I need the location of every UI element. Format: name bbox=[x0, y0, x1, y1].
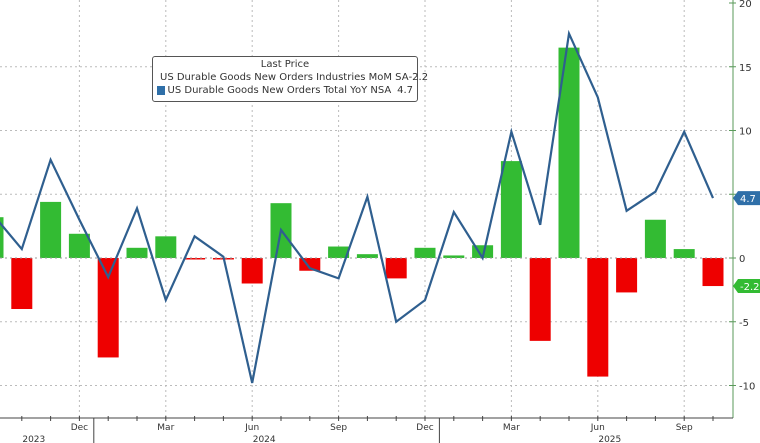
y-tick-label: 0 bbox=[739, 254, 745, 265]
bar bbox=[97, 258, 119, 358]
x-tick-label: Mar bbox=[157, 423, 174, 433]
y-tick-label: 10 bbox=[739, 127, 752, 138]
year-label: 2024 bbox=[253, 435, 276, 443]
y-tick-label: -10 bbox=[739, 382, 755, 393]
x-tick-label: Sep bbox=[330, 423, 347, 433]
legend-value: 4.7 bbox=[397, 85, 413, 96]
bar bbox=[558, 47, 580, 258]
legend-label: US Durable Goods New Orders Industries M… bbox=[160, 72, 409, 83]
last-value-badge-line bbox=[733, 191, 760, 206]
x-tick-label: Jun bbox=[590, 423, 605, 433]
bar bbox=[673, 249, 695, 258]
y-tick-label: 15 bbox=[739, 63, 752, 74]
legend-item-bar: US Durable Goods New Orders Industries M… bbox=[157, 71, 428, 84]
x-tick-label: Dec bbox=[71, 423, 88, 433]
x-tick-label: Sep bbox=[676, 423, 693, 433]
legend-swatch-blue bbox=[157, 86, 165, 95]
legend: Last Price US Durable Goods New Orders I… bbox=[152, 56, 428, 102]
last-value-badge-line-text: 4.7 bbox=[740, 194, 756, 205]
bar bbox=[11, 258, 33, 309]
legend-value: -2.2 bbox=[408, 72, 429, 83]
bar bbox=[184, 258, 206, 260]
last-value-badge-bar bbox=[733, 279, 760, 294]
y-tick-label: 20 bbox=[739, 0, 752, 10]
y-tick-label: -5 bbox=[739, 318, 749, 329]
year-label: 2023 bbox=[22, 435, 45, 443]
legend-label: US Durable Goods New Orders Total YoY NS… bbox=[167, 85, 392, 96]
bar bbox=[414, 247, 436, 258]
bar bbox=[241, 258, 263, 284]
bar bbox=[0, 217, 4, 258]
last-value-badge-bar-text: -2.2 bbox=[740, 282, 760, 293]
bar bbox=[616, 258, 638, 293]
bar bbox=[500, 161, 522, 258]
x-tick-label: Dec bbox=[416, 423, 433, 433]
bar bbox=[328, 246, 350, 258]
bar bbox=[68, 233, 90, 258]
year-label: 2025 bbox=[598, 435, 621, 443]
line-series bbox=[0, 29, 715, 384]
bar bbox=[529, 258, 551, 341]
bar bbox=[356, 254, 378, 258]
bar bbox=[443, 255, 465, 258]
x-tick-label: Mar bbox=[503, 423, 520, 433]
bar bbox=[126, 247, 148, 258]
bar bbox=[587, 258, 609, 377]
bar bbox=[644, 219, 666, 258]
bar bbox=[155, 236, 177, 258]
bar bbox=[702, 258, 724, 287]
legend-item-line: US Durable Goods New Orders Total YoY NS… bbox=[157, 84, 413, 97]
bar bbox=[385, 258, 407, 279]
bar bbox=[40, 201, 62, 258]
x-tick-label: Jun bbox=[244, 423, 259, 433]
legend-title: Last Price bbox=[260, 59, 310, 70]
